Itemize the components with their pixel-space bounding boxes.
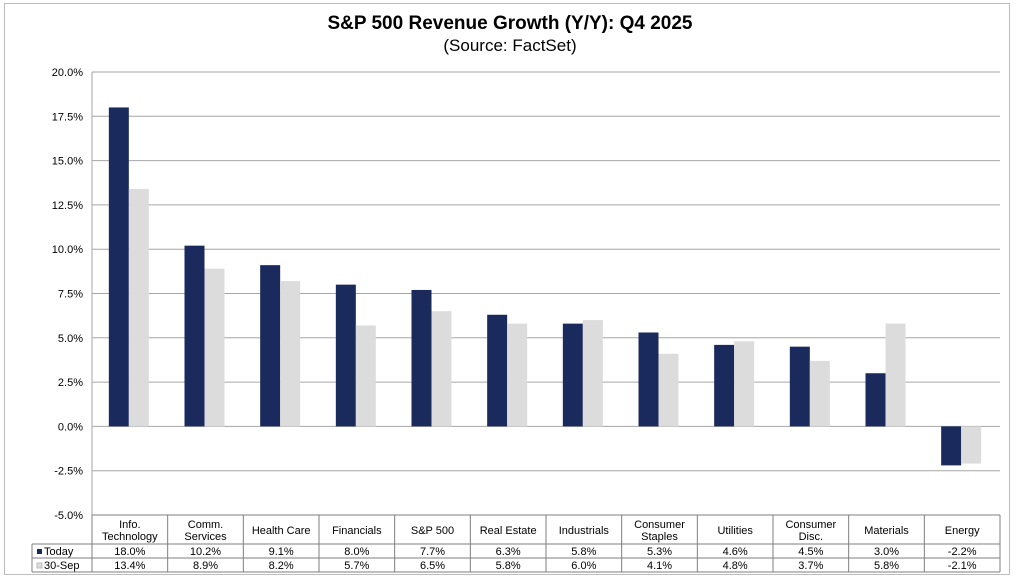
data-table-cell: 9.1% [269, 546, 294, 558]
data-table-cell: -2.1% [948, 560, 977, 572]
y-tick-label: 7.5% [58, 289, 83, 301]
data-table-cell: 6.3% [496, 546, 521, 558]
y-tick-label: 12.5% [52, 200, 83, 212]
bar-today [108, 107, 129, 427]
bar-30-sep [809, 360, 830, 427]
y-tick-label: 10.0% [52, 244, 83, 256]
bar-today [865, 373, 886, 427]
bar-30-sep [280, 281, 301, 427]
y-tick-label: -5.0% [54, 510, 83, 522]
bar-today [335, 284, 356, 427]
category-label: Consumer [634, 519, 685, 531]
bar-today [941, 426, 962, 466]
category-label: Consumer [785, 519, 836, 531]
y-tick-label: 17.5% [52, 111, 83, 123]
chart-title: S&P 500 Revenue Growth (Y/Y): Q4 2025 [327, 13, 692, 34]
category-label: Services [184, 531, 227, 543]
data-table: Info.Technology Comm.Services Health Care F… [31, 514, 1001, 573]
category-label: Industrials [559, 525, 610, 537]
data-table-cell: -2.2% [948, 546, 977, 558]
bar-today [789, 346, 810, 427]
data-table-cell: 4.8% [723, 560, 748, 572]
data-table-cell: 3.7% [798, 560, 823, 572]
bar-30-sep [355, 325, 376, 427]
bar-30-sep [204, 268, 225, 427]
data-table-cell: 18.0% [114, 546, 145, 558]
data-table-cell: 4.5% [798, 546, 823, 558]
y-tick-label: 0.0% [58, 421, 83, 433]
data-table-cell: 4.1% [647, 560, 672, 572]
data-table-cell: 5.8% [571, 546, 596, 558]
bar-today [638, 332, 659, 427]
category-label: Materials [864, 525, 909, 537]
chart-svg: S&P 500 Revenue Growth (Y/Y): Q4 2025 (S… [31, 13, 1001, 573]
category-label: Health Care [252, 525, 311, 537]
chart-frame: S&P 500 Revenue Growth (Y/Y): Q4 2025 (S… [4, 3, 1010, 575]
y-axis: 20.0% 17.5% 15.0% 12.5% 10.0% 7.5% 5.0% 2.5% 0.0… [52, 67, 93, 522]
bar-today [487, 314, 508, 427]
y-tick-label: 15.0% [52, 156, 83, 168]
chart-subtitle: (Source: FactSet) [443, 36, 576, 55]
data-table-cell: 5.3% [647, 546, 672, 558]
bar-30-sep [582, 320, 603, 427]
y-tick-label: 20.0% [52, 67, 83, 79]
data-table-cell: 8.0% [344, 546, 369, 558]
category-label: Staples [641, 531, 678, 543]
legend-label: 30-Sep [44, 560, 79, 572]
category-label: Utilities [717, 525, 753, 537]
bar-30-sep [885, 323, 906, 427]
category-label: Disc. [799, 531, 823, 543]
data-table-cell: 5.7% [344, 560, 369, 572]
category-label: Energy [945, 525, 980, 537]
data-table-cell: 6.5% [420, 560, 445, 572]
bar-30-sep [431, 311, 452, 427]
bar-today [260, 265, 281, 427]
category-label: Comm. [188, 519, 223, 531]
data-table-cell: 8.9% [193, 560, 218, 572]
legend-key-today [37, 549, 42, 554]
bar-today [562, 323, 583, 427]
category-label: Real Estate [480, 525, 537, 537]
gridlines [92, 71, 1000, 516]
data-table-cell: 7.7% [420, 546, 445, 558]
bars [108, 107, 982, 466]
y-tick-label: 5.0% [58, 333, 83, 345]
data-table-cell: 10.2% [190, 546, 221, 558]
y-tick-label: -2.5% [54, 466, 83, 478]
data-table-cell: 6.0% [571, 560, 596, 572]
data-table-cell: 5.8% [496, 560, 521, 572]
data-table-cell: 3.0% [874, 546, 899, 558]
bar-30-sep [734, 341, 755, 427]
bar-30-sep [658, 353, 679, 427]
y-tick-label: 2.5% [58, 377, 83, 389]
category-label: S&P 500 [411, 525, 454, 537]
data-table-cell: 5.8% [874, 560, 899, 572]
bar-today [714, 344, 735, 427]
bar-30-sep [961, 426, 982, 464]
category-label: Technology [102, 531, 158, 543]
bar-today [184, 245, 205, 427]
bar-30-sep [128, 188, 149, 427]
bar-30-sep [507, 323, 528, 427]
data-table-cell: 4.6% [723, 546, 748, 558]
bar-today [411, 289, 432, 427]
data-table-cell: 8.2% [269, 560, 294, 572]
legend-key-30-sep [36, 562, 43, 569]
legend-label: Today [44, 546, 74, 558]
category-label: Financials [332, 525, 382, 537]
data-table-cell: 13.4% [114, 560, 145, 572]
category-label: Info. [119, 519, 140, 531]
